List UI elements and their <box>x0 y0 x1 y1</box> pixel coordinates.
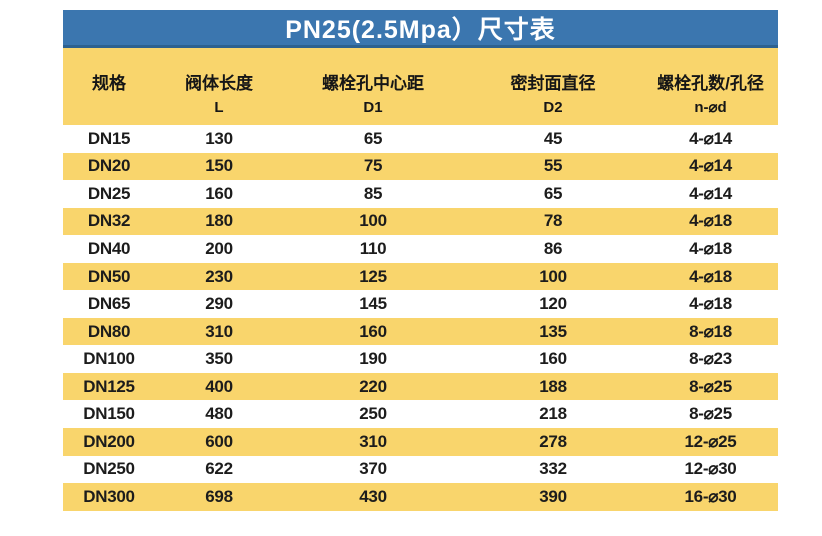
table-row: DN100 350 190 160 8-⌀23 <box>63 345 778 373</box>
cell: 4-⌀14 <box>689 128 732 148</box>
cell: 8-⌀23 <box>689 349 732 369</box>
column-header-spec: 规格 <box>92 74 126 93</box>
cell: 145 <box>359 294 387 314</box>
cell: 160 <box>359 321 387 341</box>
cell: 125 <box>359 266 387 286</box>
table-row: DN125 400 220 188 8-⌀25 <box>63 372 778 401</box>
cell: 8-⌀25 <box>689 404 732 424</box>
table-row: DN32 180 100 78 4-⌀18 <box>63 207 778 236</box>
cell: 250 <box>359 404 387 424</box>
cell: 480 <box>205 404 233 424</box>
cell: 400 <box>205 376 233 396</box>
cell: 130 <box>205 128 233 148</box>
cell: DN32 <box>87 211 131 231</box>
cell: 350 <box>205 349 233 369</box>
cell: 332 <box>539 459 567 479</box>
cell: 230 <box>205 266 233 286</box>
cell: 4-⌀14 <box>689 156 732 176</box>
cell: 55 <box>543 156 563 176</box>
cell: 75 <box>363 156 383 176</box>
table-row: DN150 480 250 218 8-⌀25 <box>63 400 778 428</box>
table-row: DN50 230 125 100 4-⌀18 <box>63 262 778 291</box>
cell: DN15 <box>87 128 131 148</box>
cell: 188 <box>539 376 567 396</box>
cell: 290 <box>205 294 233 314</box>
column-header-bolt-circle: 螺栓孔中心距 D1 <box>322 74 424 116</box>
cell: DN100 <box>83 349 135 369</box>
cell: 100 <box>359 211 387 231</box>
cell: 65 <box>363 128 383 148</box>
cell: 12-⌀30 <box>684 459 737 479</box>
cell: 4-⌀18 <box>689 266 732 286</box>
cell: 150 <box>205 156 233 176</box>
column-header-body-length: 阀体长度 L <box>185 74 253 116</box>
cell: 220 <box>359 376 387 396</box>
cell: 4-⌀18 <box>689 294 732 314</box>
cell: 78 <box>543 211 563 231</box>
cell: DN40 <box>87 238 131 258</box>
cell: 12-⌀25 <box>684 431 737 451</box>
table-row: DN300 698 430 390 16-⌀30 <box>63 483 778 511</box>
cell: 390 <box>539 486 567 506</box>
table-row: DN20 150 75 55 4-⌀14 <box>63 152 778 181</box>
table-row: DN80 310 160 135 8-⌀18 <box>63 317 778 346</box>
cell: 600 <box>205 431 233 451</box>
cell: 65 <box>543 183 563 203</box>
cell: 86 <box>543 238 563 258</box>
table-row: DN65 290 145 120 4-⌀18 <box>63 290 778 318</box>
cell: 4-⌀14 <box>689 183 732 203</box>
cell: 310 <box>359 431 387 451</box>
cell: DN150 <box>83 404 135 424</box>
cell: 160 <box>205 183 233 203</box>
cell: 622 <box>205 459 233 479</box>
cell: 16-⌀30 <box>684 486 737 506</box>
cell: 45 <box>543 128 563 148</box>
table-title: PN25(2.5Mpa）尺寸表 <box>285 15 556 44</box>
cell: 120 <box>539 294 567 314</box>
cell: DN25 <box>87 183 131 203</box>
table-body: DN15 130 65 45 4-⌀14 DN20 150 75 55 4-⌀14 DN25 160 8… <box>63 125 778 511</box>
cell: 190 <box>359 349 387 369</box>
cell: 430 <box>359 486 387 506</box>
cell: 180 <box>205 211 233 231</box>
cell: 200 <box>205 238 233 258</box>
table-row: DN40 200 110 86 4-⌀18 <box>63 235 778 263</box>
cell: 110 <box>359 238 387 258</box>
table-row: DN250 622 370 332 12-⌀30 <box>63 456 778 484</box>
table-row: DN25 160 85 65 4-⌀14 <box>63 180 778 208</box>
cell: DN125 <box>83 376 135 396</box>
cell: DN20 <box>87 156 131 176</box>
cell: 370 <box>359 459 387 479</box>
cell: 310 <box>205 321 233 341</box>
table-title-bar: PN25(2.5Mpa）尺寸表 <box>63 10 778 48</box>
cell: 698 <box>205 486 233 506</box>
cell: 4-⌀18 <box>689 238 732 258</box>
cell: 135 <box>539 321 567 341</box>
cell: 278 <box>539 431 567 451</box>
spec-table: PN25(2.5Mpa）尺寸表 规格 阀体长度 L 螺栓孔中心距 D1 密封面直… <box>63 10 778 511</box>
cell: 160 <box>539 349 567 369</box>
table-header-row: 规格 阀体长度 L 螺栓孔中心距 D1 密封面直径 D2 螺栓孔数/孔径 n-⌀… <box>63 48 778 125</box>
cell: 4-⌀18 <box>689 211 732 231</box>
table-row: DN15 130 65 45 4-⌀14 <box>63 125 778 153</box>
cell: 100 <box>539 266 567 286</box>
table-row: DN200 600 310 278 12-⌀25 <box>63 428 778 456</box>
cell: 218 <box>539 404 567 424</box>
cell: 8-⌀18 <box>689 321 732 341</box>
cell: DN250 <box>83 459 135 479</box>
cell: DN80 <box>87 321 131 341</box>
cell: DN300 <box>83 486 135 506</box>
column-header-bolt-holes: 螺栓孔数/孔径 n-⌀d <box>657 74 764 116</box>
cell: DN200 <box>83 431 135 451</box>
cell: DN65 <box>87 294 131 314</box>
cell: 8-⌀25 <box>689 376 732 396</box>
column-header-seal-face-dia: 密封面直径 D2 <box>510 74 596 116</box>
cell: 85 <box>363 183 383 203</box>
cell: DN50 <box>87 266 131 286</box>
